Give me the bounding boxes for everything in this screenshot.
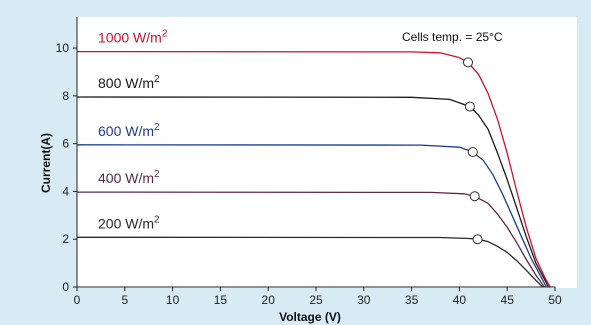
series-line: [76, 144, 547, 288]
series-label: 400 W/m2: [98, 169, 160, 186]
x-tick-label: 0: [74, 293, 81, 307]
x-tick-label: 10: [166, 293, 180, 307]
series-label: 1000 W/m2: [98, 29, 168, 46]
annotation-cells-temp: Cells temp. = 25°C: [402, 30, 503, 44]
x-tick-label: 40: [453, 293, 467, 307]
mpp-point-marker: [469, 191, 480, 202]
x-tick-label: 20: [262, 293, 276, 307]
series-label-superscript: 2: [154, 169, 160, 180]
series-line: [76, 96, 549, 288]
y-axis-title: Current(A): [39, 133, 53, 193]
series-label-superscript: 2: [154, 122, 160, 133]
x-tick-label: 30: [357, 293, 371, 307]
y-tick-label: 10: [56, 41, 70, 55]
series-line: [76, 191, 546, 288]
x-axis-title: Voltage (V): [279, 310, 341, 324]
mpp-point-marker: [472, 234, 483, 245]
series-label: 200 W/m2: [98, 214, 160, 231]
x-tick-label: 50: [548, 293, 562, 307]
mpp-point-marker: [463, 57, 474, 68]
plot-area: [77, 17, 577, 288]
series-label: 600 W/m2: [98, 122, 160, 139]
x-tick-label: 5: [121, 293, 128, 307]
y-tick-label: 6: [62, 137, 69, 151]
y-tick-label: 0: [62, 280, 69, 294]
mpp-point-marker: [464, 101, 475, 112]
y-tick-label: 2: [62, 232, 69, 246]
mpp-point-marker: [467, 147, 478, 157]
x-tick-label: 35: [405, 293, 419, 307]
y-tick-label: 8: [62, 89, 69, 103]
series-line: [76, 50, 551, 288]
x-tick-label: 25: [309, 293, 323, 307]
series-line: [76, 236, 544, 288]
series-label-superscript: 2: [154, 74, 160, 85]
series-label-superscript: 2: [154, 214, 160, 225]
series-label: 800 W/m2: [98, 74, 160, 91]
y-tick-label: 4: [62, 184, 69, 198]
x-tick-label: 45: [501, 293, 515, 307]
series-label-superscript: 2: [162, 29, 168, 40]
x-tick-label: 15: [214, 293, 228, 307]
